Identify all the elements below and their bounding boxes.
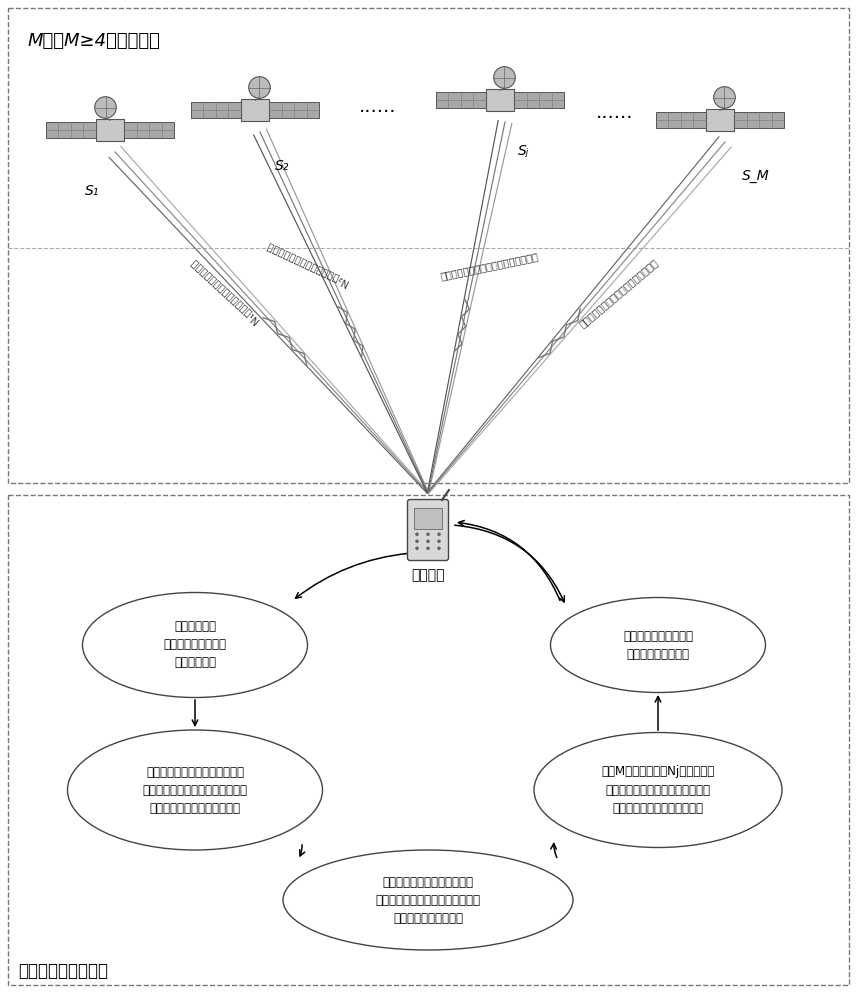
Circle shape: [415, 546, 419, 550]
Text: S₁: S₁: [85, 184, 99, 198]
Circle shape: [415, 532, 419, 536]
Text: 利用M颗导航卫星上Nj个载波频点
的伪距观测方程，进行迭代解算，
得到用户终端位置的准确坐标: 利用M颗导航卫星上Nj个载波频点 的伪距观测方程，进行迭代解算， 得到用户终端位…: [602, 766, 715, 814]
FancyBboxPatch shape: [407, 499, 448, 560]
Text: 通过每颗导航
卫星的多个载波频点
接收导航信号: 通过每颗导航 卫星的多个载波频点 接收导航信号: [164, 620, 226, 670]
Bar: [514, 92, 564, 108]
Text: M颗（M≥4）导航卫星: M颗（M≥4）导航卫星: [28, 32, 161, 50]
Text: 各星播发以北斗时间同步下行导航信号: 各星播发以北斗时间同步下行导航信号: [440, 251, 539, 281]
Text: N₂个载波频点同时下行导航信号: N₂个载波频点同时下行导航信号: [263, 241, 349, 288]
Bar: [436, 92, 486, 108]
Ellipse shape: [283, 850, 573, 950]
Text: 用户终端: 用户终端: [411, 568, 445, 582]
FancyBboxPatch shape: [242, 99, 268, 121]
Circle shape: [437, 546, 440, 550]
Text: 利用导航信号改正轨道误差，
改正测量伪距中的电离层时延、对
流层时延和多路径误差: 利用导航信号改正轨道误差， 改正测量伪距中的电离层时延、对 流层时延和多路径误差: [375, 876, 481, 924]
Text: 使用物理精度增强因子
对定位精度进行评价: 使用物理精度增强因子 对定位精度进行评价: [623, 630, 693, 660]
FancyBboxPatch shape: [487, 89, 513, 111]
Ellipse shape: [68, 730, 322, 850]
Text: ......: ......: [596, 103, 633, 122]
Text: 用户终端的定位解算: 用户终端的定位解算: [18, 962, 108, 980]
Bar: [656, 112, 705, 128]
Text: Sⱼ: Sⱼ: [518, 144, 529, 158]
FancyBboxPatch shape: [96, 119, 123, 141]
Circle shape: [494, 67, 515, 88]
Bar: [734, 112, 784, 128]
Circle shape: [426, 546, 430, 550]
Bar: [269, 102, 319, 118]
FancyBboxPatch shape: [414, 508, 442, 529]
Text: N₁个载波频点同时下行导航信号: N₁个载波频点同时下行导航信号: [188, 257, 260, 325]
Ellipse shape: [82, 592, 308, 698]
Circle shape: [714, 87, 735, 108]
FancyBboxPatch shape: [706, 109, 734, 131]
Bar: [124, 122, 174, 138]
Circle shape: [437, 539, 440, 543]
Text: 得到导航卫星时钟改正数、卫星
轨道位置，测量得到每一载波频点
上导航卫星到用户终端的伪距: 得到导航卫星时钟改正数、卫星 轨道位置，测量得到每一载波频点 上导航卫星到用户终…: [142, 766, 248, 814]
Bar: [8, 495, 849, 985]
Text: S₂: S₂: [275, 159, 290, 173]
Bar: [8, 8, 849, 483]
Circle shape: [426, 532, 430, 536]
Bar: [46, 122, 96, 138]
Circle shape: [426, 539, 430, 543]
Text: S_M: S_M: [742, 169, 770, 183]
Ellipse shape: [534, 732, 782, 848]
Circle shape: [437, 532, 440, 536]
Ellipse shape: [550, 597, 765, 692]
Text: ......: ......: [359, 97, 397, 116]
Circle shape: [415, 539, 419, 543]
Circle shape: [249, 77, 270, 98]
Circle shape: [95, 97, 117, 118]
Bar: [191, 102, 241, 118]
Text: 各星播发以北斗时间同步下行导航信号: 各星播发以北斗时间同步下行导航信号: [577, 257, 660, 329]
